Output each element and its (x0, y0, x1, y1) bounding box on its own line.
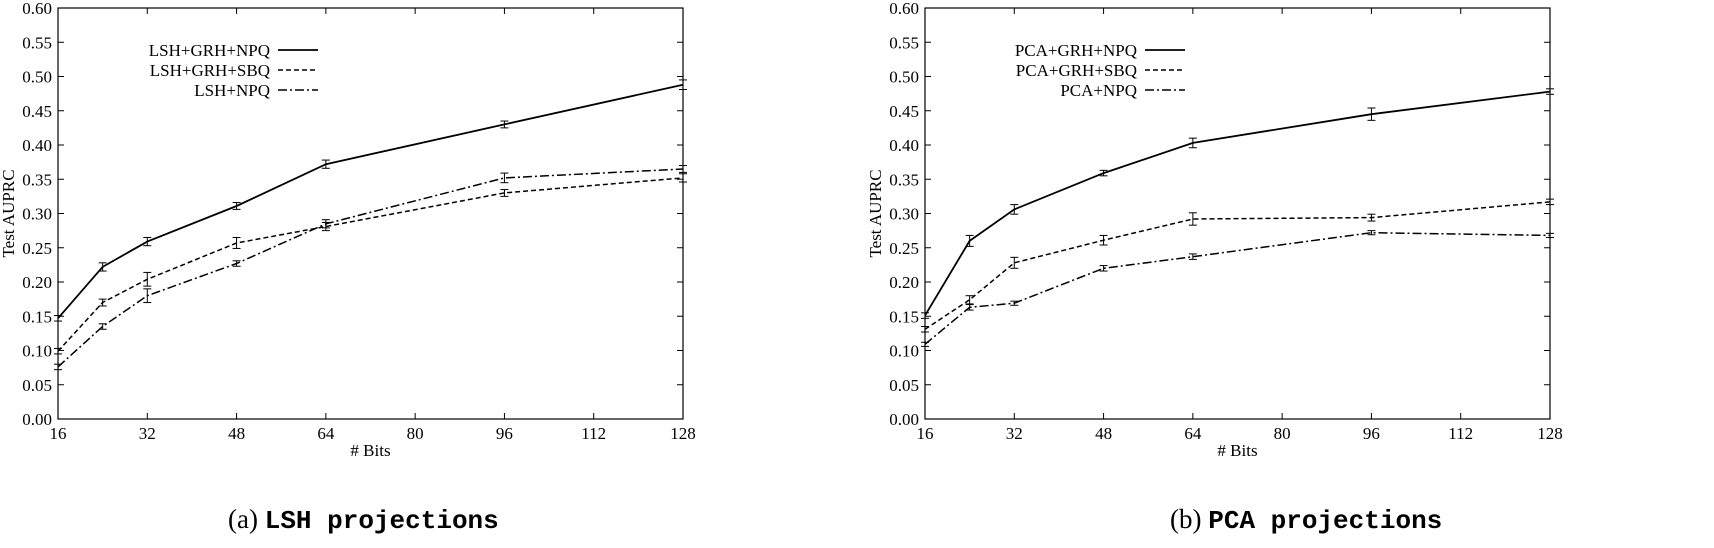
chart-lsh-projections: 0.00 0.05 0.10 0.15 0.20 0.25 0.30 0.35 0.40 0.45… (0, 0, 696, 460)
y-tick-label: 0.10 (22, 342, 52, 361)
legend-label: PCA+GRH+SBQ (1016, 61, 1137, 80)
y-tick-label: 0.05 (889, 376, 919, 395)
x-tick-label: 96 (1363, 424, 1380, 443)
y-tick-label: 0.60 (889, 0, 919, 18)
y-tick-label: 0.25 (889, 239, 919, 258)
series-line-LSH+GRH+NPQ (57, 83, 684, 319)
y-tick-label: 0.30 (889, 205, 919, 224)
y-tick-label: 0.15 (22, 307, 52, 326)
series-line-PCA+GRH+NPQ (924, 90, 1551, 317)
caption-title: LSH projections (264, 506, 499, 536)
x-axis-title: # Bits (1217, 441, 1257, 460)
y-tick-label: 0.05 (22, 376, 52, 395)
x-tick-label: 64 (317, 424, 335, 443)
y-tick-label: 0.20 (889, 273, 919, 292)
y-tick-label: 0.55 (22, 33, 52, 52)
legend-label: PCA+NPQ (1060, 81, 1137, 100)
y-tick-label: 0.15 (889, 307, 919, 326)
legend-label: PCA+GRH+NPQ (1015, 41, 1137, 60)
x-tick-label: 112 (1448, 424, 1473, 443)
y-tick-label: 0.35 (889, 170, 919, 189)
y-tick-label: 0.35 (22, 170, 52, 189)
series-line-LSH+GRH+SBQ (57, 177, 684, 352)
x-tick-label: 80 (407, 424, 424, 443)
chart-pca-projections: 0.00 0.05 0.10 0.15 0.20 0.25 0.30 0.35 0.40 0.45… (866, 0, 1563, 460)
y-tick-label: 0.10 (889, 342, 919, 361)
y-tick-label: 0.20 (22, 273, 52, 292)
x-tick-label: 48 (228, 424, 245, 443)
legend-label: LSH+GRH+NPQ (149, 41, 270, 60)
y-tick-label: 0.45 (22, 102, 52, 121)
series-line-PCA+GRH+SBQ (924, 201, 1551, 330)
x-tick-label: 16 (50, 424, 67, 443)
x-tick-label: 48 (1095, 424, 1112, 443)
y-tick-label: 0.45 (889, 102, 919, 121)
y-tick-label: 0.50 (889, 68, 919, 87)
x-tick-label: 32 (1006, 424, 1023, 443)
legend-label: LSH+GRH+SBQ (150, 61, 270, 80)
series-line-LSH+NPQ (57, 168, 684, 368)
y-tick-label: 0.25 (22, 239, 52, 258)
x-tick-label: 96 (496, 424, 513, 443)
chart-panel-lsh: 0.00 0.05 0.10 0.15 0.20 0.25 0.30 0.35 0.40 0.45… (0, 0, 696, 536)
y-tick-label: 0.40 (889, 136, 919, 155)
x-tick-label: 32 (139, 424, 156, 443)
legend-label: LSH+NPQ (194, 81, 270, 100)
y-tick-label: 0.50 (22, 68, 52, 87)
series-line-PCA+NPQ (924, 231, 1551, 345)
caption-prefix: (b) (1170, 504, 1202, 534)
x-tick-label: 64 (1184, 424, 1202, 443)
y-axis-title: Test AUPRC (866, 169, 885, 257)
x-tick-label: 112 (581, 424, 606, 443)
y-tick-label: 0.00 (889, 410, 919, 429)
y-axis-title: Test AUPRC (0, 169, 18, 257)
x-axis-title: # Bits (350, 441, 390, 460)
x-tick-label: 16 (917, 424, 934, 443)
y-tick-label: 0.30 (22, 205, 52, 224)
x-tick-label: 128 (1537, 424, 1563, 443)
caption-lsh: (a) LSH projections (228, 504, 499, 536)
y-tick-label: 0.60 (22, 0, 52, 18)
chart-panel-pca: 0.00 0.05 0.10 0.15 0.20 0.25 0.30 0.35 0.40 0.45… (857, 0, 1714, 548)
caption-prefix: (a) (228, 504, 258, 534)
y-tick-label: 0.00 (22, 410, 52, 429)
x-tick-label: 80 (1274, 424, 1291, 443)
y-tick-label: 0.40 (22, 136, 52, 155)
caption-title: PCA projections (1208, 506, 1443, 536)
caption-pca: (b) PCA projections (1170, 504, 1442, 536)
x-tick-label: 128 (670, 424, 696, 443)
y-tick-label: 0.55 (889, 33, 919, 52)
